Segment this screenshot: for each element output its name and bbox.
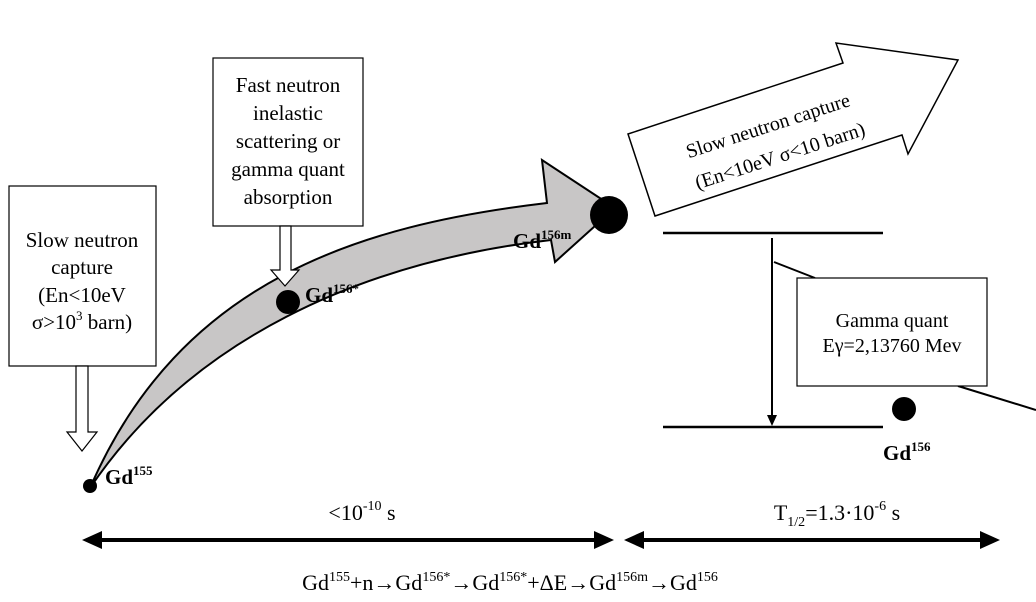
timescale-left-arrowhead-start — [82, 531, 102, 549]
timescale-left-arrowhead-end — [594, 531, 614, 549]
reaction-path-arrow — [89, 157, 617, 489]
timescale-right-label: T1/2=1.3·10-6 s — [774, 499, 900, 530]
equation-superscript: 156* — [499, 570, 527, 585]
slow-capture-left-line2: capture — [51, 255, 113, 279]
fast-neutron-line4: gamma quant — [231, 157, 345, 181]
gamma-transition-arrowhead — [767, 415, 777, 426]
equation-superscript: 156* — [422, 570, 450, 585]
slow-capture-right-arrow — [627, 42, 960, 217]
gamma-callout-line — [773, 261, 816, 279]
slow-capture-left-line4: σ>103 barn) — [32, 308, 132, 334]
gd156m-dot — [590, 196, 628, 234]
gd156star-dot — [276, 290, 300, 314]
reaction-equation: Gd155+n→Gd156*→Gd156*+ΔE→Gd156m→Gd156 — [302, 570, 718, 595]
timescale-right-arrowhead-end — [980, 531, 1000, 549]
fast-neutron-box — [212, 57, 364, 227]
slow-capture-box-left — [8, 185, 157, 367]
slow-capture-left-line1: Slow neutron — [26, 228, 139, 252]
gd156m-label: Gd156m — [513, 227, 572, 253]
gd156-dot — [892, 397, 916, 421]
gd155-dot — [83, 479, 97, 493]
slow-capture-left-pointer — [65, 365, 99, 452]
gd155-label: Gd155 — [105, 463, 153, 489]
equation-text: +ΔE→Gd — [527, 570, 616, 595]
gamma-quant-line2: Eγ=2,13760 Mev — [823, 335, 962, 357]
fast-neutron-pointer — [269, 225, 301, 287]
timescale-right-arrowhead-start — [624, 531, 644, 549]
equation-superscript: 156 — [697, 570, 718, 585]
fast-neutron-line5: absorption — [244, 185, 333, 209]
gd156star-label: Gd156* — [305, 281, 359, 307]
fast-neutron-line2: inelastic — [253, 101, 323, 125]
gamma-quant-line1: Gamma quant — [836, 310, 949, 332]
gamma-quant-box — [796, 277, 988, 387]
fast-neutron-line3: scattering or — [236, 129, 340, 153]
slow-capture-left-line3: (En<10eV — [38, 283, 126, 307]
fast-neutron-line1: Fast neutron — [236, 73, 341, 97]
equation-superscript: 155 — [329, 570, 350, 585]
equation-text: Gd — [302, 570, 329, 595]
gamma-emission-line — [957, 385, 1036, 411]
equation-superscript: 156m — [616, 570, 648, 585]
equation-text: →Gd — [450, 570, 499, 595]
equation-text: →Gd — [648, 570, 697, 595]
equation-text: +n→Gd — [350, 570, 422, 595]
timescale-left-label: <10-10 s — [328, 499, 395, 525]
gd156-label: Gd156 — [883, 439, 931, 465]
